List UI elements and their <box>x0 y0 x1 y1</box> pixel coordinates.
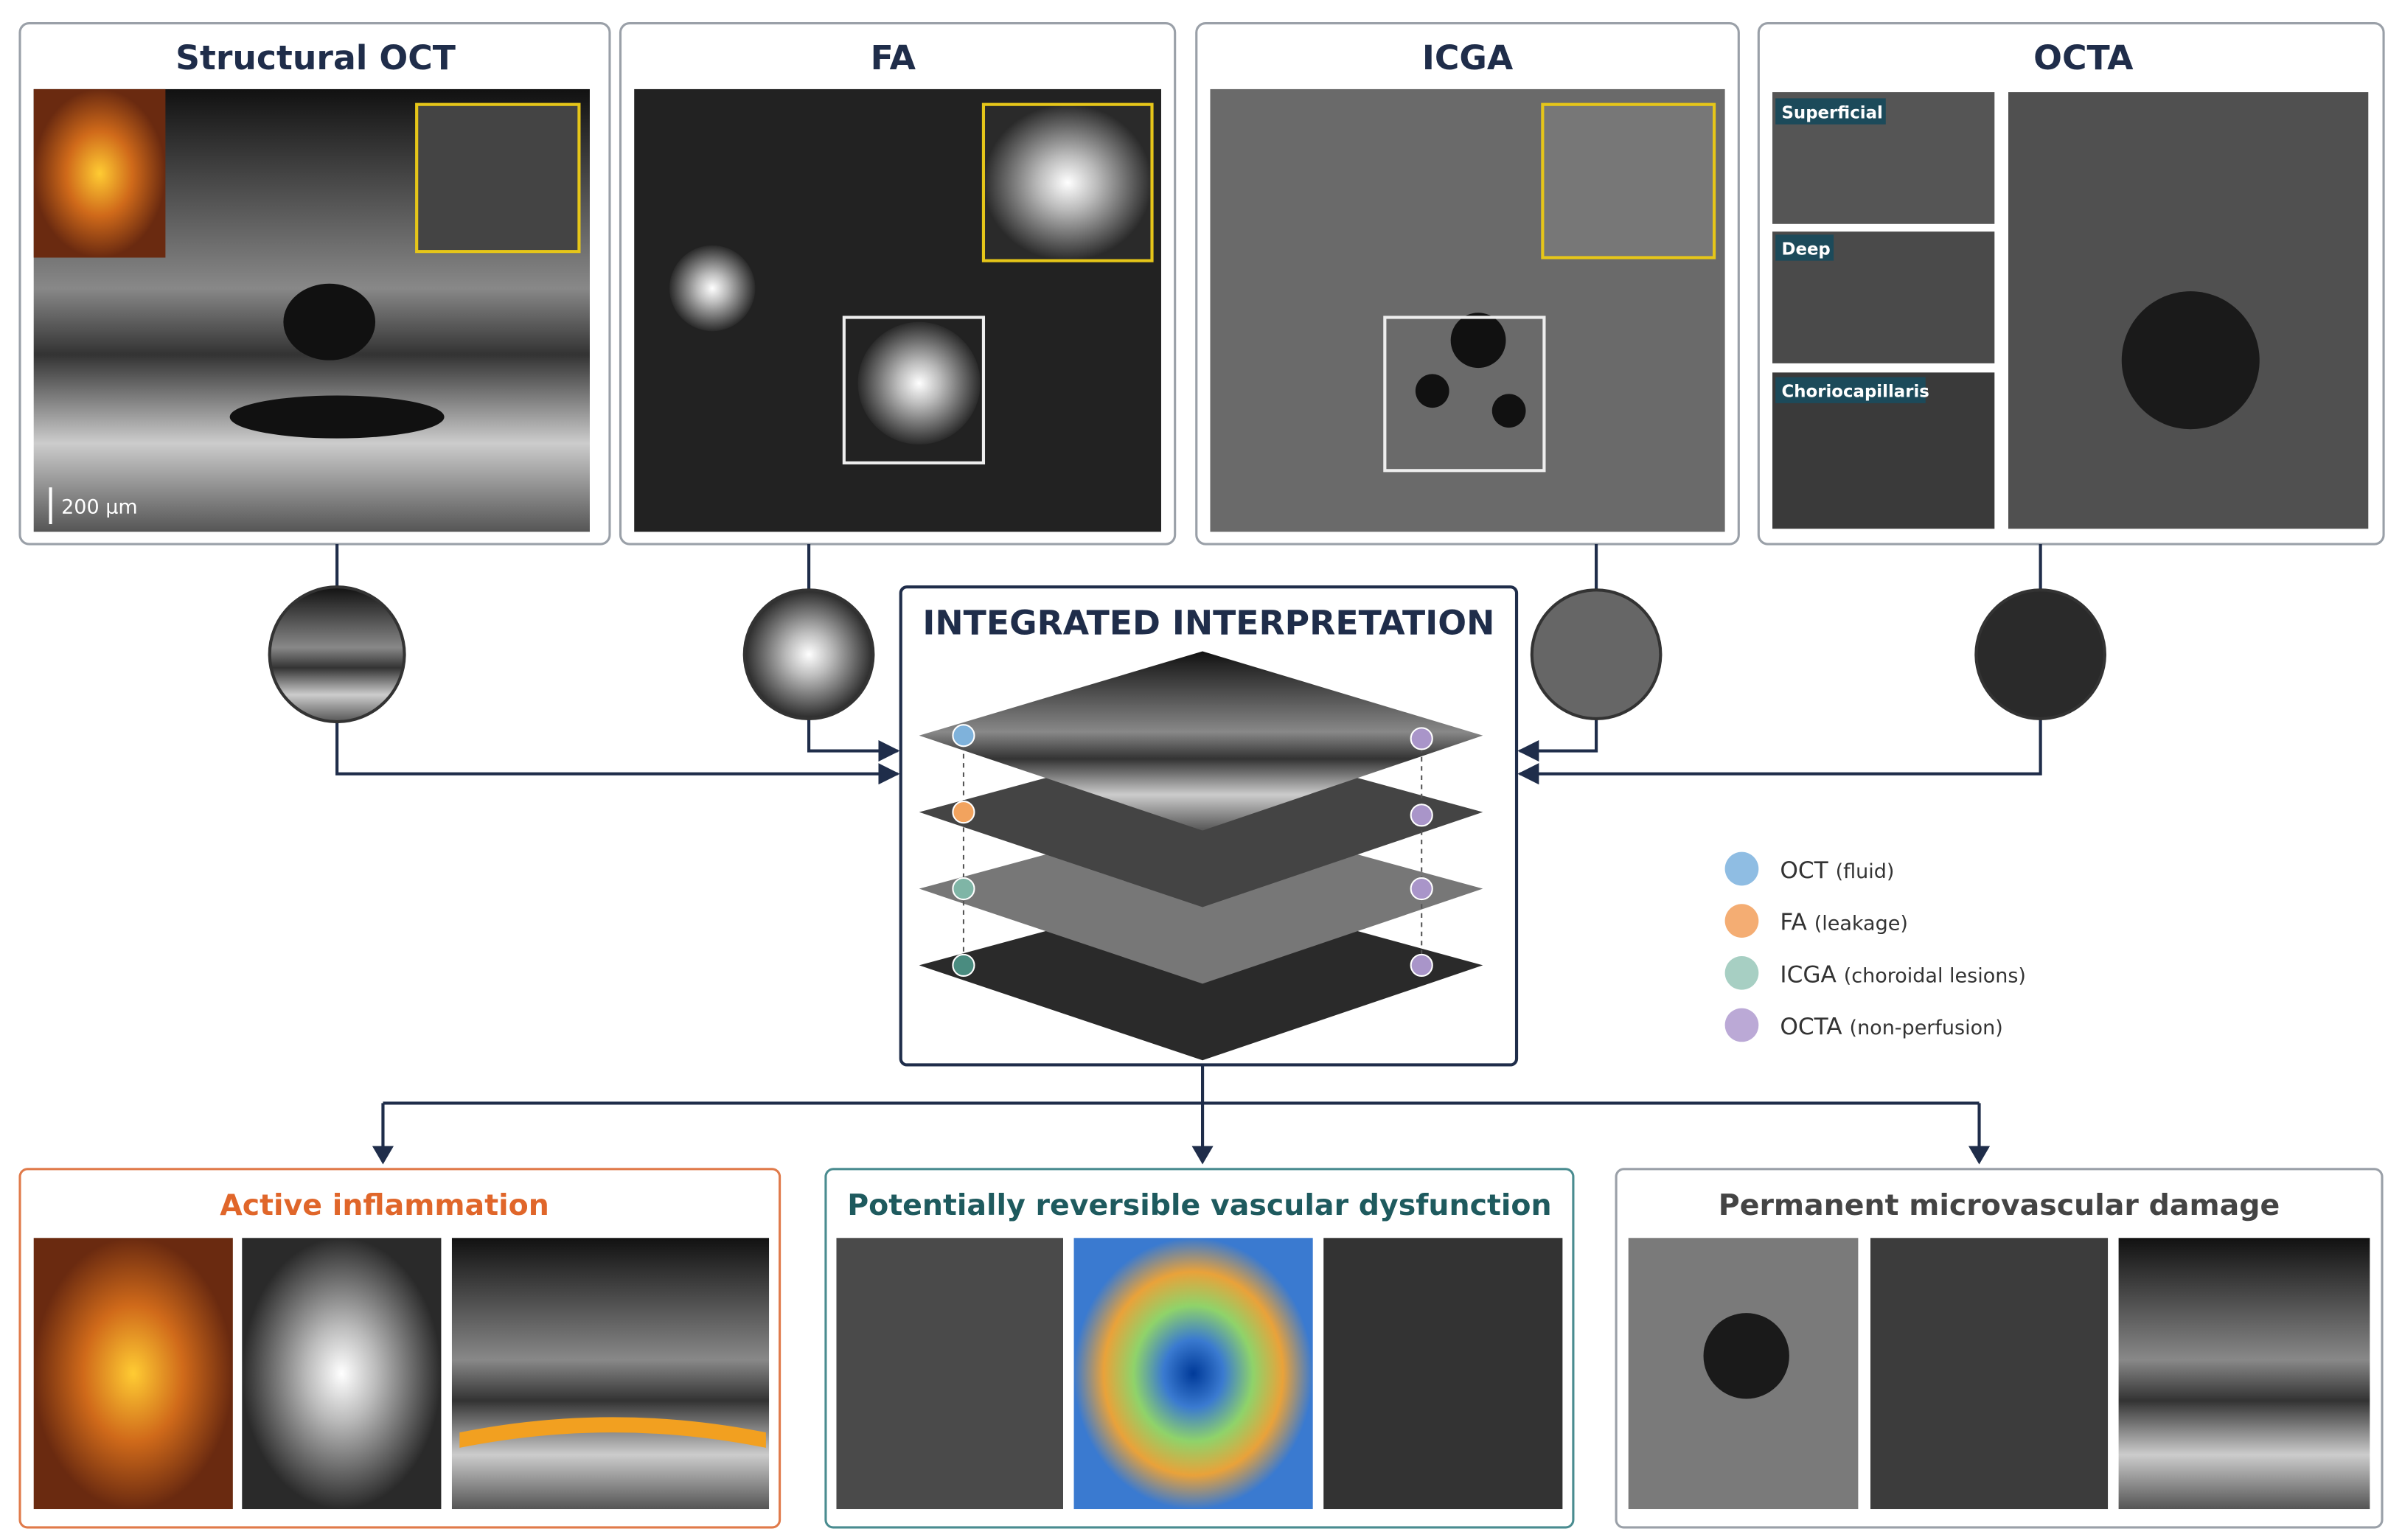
image <box>242 1238 442 1510</box>
layer-label: Deep <box>1781 240 1830 259</box>
image <box>1073 1238 1313 1510</box>
lesion <box>1491 394 1526 428</box>
lesion <box>1450 313 1506 369</box>
layer-tag <box>1775 234 1834 261</box>
highlight <box>459 1417 766 1448</box>
roi <box>1383 316 1546 473</box>
image <box>33 1238 233 1510</box>
leak <box>857 321 981 445</box>
panel-fa: FA <box>619 22 1177 546</box>
legend-name: ICGA <box>1780 961 1837 988</box>
roi <box>842 316 986 464</box>
legend-entry: OCT (fluid) <box>1780 857 1894 884</box>
image <box>451 1238 770 1510</box>
cyst <box>283 283 376 360</box>
legend: OCT (fluid) FA (leakage) ICGA (choroidal… <box>1724 851 2026 1042</box>
outcome-active: Active inflammation <box>18 1168 781 1529</box>
thumb-icga <box>1530 588 1663 720</box>
lesion <box>1703 1313 1789 1399</box>
connector <box>335 544 897 774</box>
dot <box>1410 804 1433 827</box>
panel-icga: ICGA <box>1195 22 1740 546</box>
zoom-inset <box>1541 102 1716 259</box>
panel-title: Structural OCT <box>175 38 456 77</box>
legend-note: (non-perfusion) <box>1850 1017 2003 1039</box>
legend-entry: OCTA (non-perfusion) <box>1780 1014 2002 1040</box>
thumb-octa <box>1974 588 2106 720</box>
arrowheads <box>372 1146 1991 1165</box>
layer-label: Choriocapillaris <box>1781 383 1929 402</box>
dot <box>1410 877 1433 901</box>
connector <box>1519 544 1598 751</box>
panel-oct: Structural OCT 200 µm <box>18 22 611 546</box>
disc <box>669 245 756 332</box>
dot <box>1410 953 1433 978</box>
center-title: INTEGRATED INTERPRETATION <box>922 604 1494 643</box>
thumb-fa <box>742 588 875 720</box>
outcome-title: Potentially reversible vascular dysfunct… <box>847 1188 1551 1222</box>
layer-label: Superficial <box>1781 103 1882 122</box>
panel-title: OCTA <box>2033 38 2134 77</box>
center-panel: INTEGRATED INTERPRETATION <box>899 585 1519 1067</box>
layer-oct <box>919 651 1483 831</box>
branch <box>381 1065 1981 1157</box>
panel-octa: OCTA Superficial Deep Choriocapillaris <box>1757 22 2385 546</box>
legend-name: OCTA <box>1780 1014 1842 1040</box>
fluid <box>229 395 445 439</box>
outcome-reversible: Potentially reversible vascular dysfunct… <box>824 1168 1575 1529</box>
connector <box>807 544 898 751</box>
legend-name: OCT <box>1780 857 1828 884</box>
fundus-inset <box>33 88 166 258</box>
image <box>836 1238 1063 1510</box>
dot <box>952 724 975 748</box>
outcome-permanent: Permanent microvascular damage <box>1615 1168 2384 1529</box>
legend-entry: ICGA (choroidal lesions) <box>1780 961 2026 988</box>
thumb-oct <box>268 585 406 724</box>
legend-swatch <box>1724 851 1759 886</box>
outcome-title: Active inflammation <box>220 1188 549 1222</box>
legend-note: (leakage) <box>1814 913 1908 936</box>
image <box>1870 1238 2109 1510</box>
legend-note: (fluid) <box>1836 860 1895 883</box>
legend-swatch <box>1724 955 1759 990</box>
dot <box>952 877 975 901</box>
zoom-inset <box>981 102 1154 262</box>
image <box>2118 1238 2370 1510</box>
dot <box>1410 727 1433 750</box>
scale-label: 200 µm <box>61 495 138 518</box>
legend-note: (choroidal lesions) <box>1844 964 2026 987</box>
panel-title: FA <box>871 38 916 77</box>
zoom-inset <box>415 102 581 254</box>
legend-swatch <box>1724 904 1759 938</box>
dot <box>952 801 975 824</box>
connector <box>1519 544 2042 774</box>
layer-tag <box>1775 377 1926 403</box>
panel-title: ICGA <box>1422 38 1514 77</box>
lesion <box>1415 374 1449 408</box>
dot <box>952 953 975 978</box>
image <box>1323 1238 1563 1510</box>
non-perfusion <box>2121 291 2260 430</box>
outcome-title: Permanent microvascular damage <box>1719 1188 2280 1222</box>
legend-swatch <box>1724 1008 1759 1042</box>
legend-entry: FA (leakage) <box>1780 910 1907 936</box>
legend-name: FA <box>1780 910 1807 936</box>
layer-tag <box>1775 98 1886 125</box>
